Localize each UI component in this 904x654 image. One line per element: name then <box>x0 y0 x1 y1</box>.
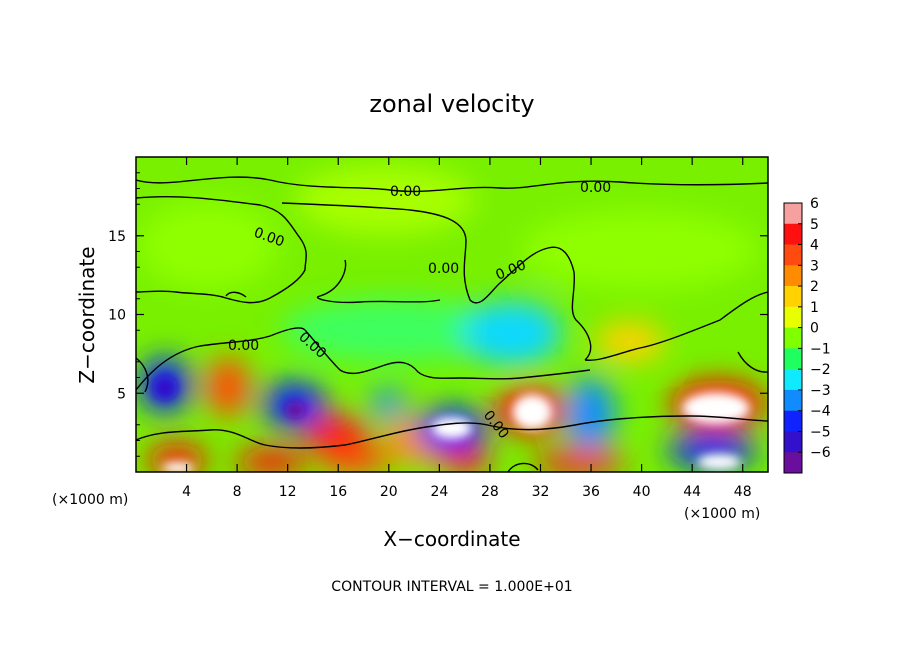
field-blob <box>280 298 510 362</box>
field-blob <box>295 165 475 235</box>
y-axis-ticks: 5 10 15 <box>108 172 768 457</box>
x-tick-label: 28 <box>481 484 499 500</box>
colorbar-tick-label: −4 <box>810 404 831 420</box>
y-tick-label: 5 <box>117 386 126 402</box>
colorbar-tick-label: 6 <box>810 196 819 212</box>
colorbar-swatch <box>784 348 802 370</box>
field-core-blob <box>512 394 552 430</box>
field-core-blob <box>153 376 177 400</box>
colorbar-swatch <box>784 327 802 349</box>
contour-line <box>304 329 591 380</box>
x-tick-label: 44 <box>683 484 701 500</box>
x-tick-label: 48 <box>734 484 752 500</box>
contour-line <box>136 357 149 393</box>
colorbar-tick-label: −1 <box>810 341 831 357</box>
field-blob <box>147 444 207 472</box>
field-blob <box>520 210 760 290</box>
colorbar-swatch <box>784 431 802 453</box>
colorbar-tick-label: −2 <box>810 362 831 378</box>
field-blob <box>305 415 369 455</box>
x-tick-label: 32 <box>532 484 550 500</box>
colorbar-swatch <box>784 452 802 474</box>
x-axis-unit-left: (×1000 m) <box>52 492 128 508</box>
contour-line <box>225 291 247 298</box>
contour-line <box>507 462 539 472</box>
contour-line <box>491 415 768 431</box>
contour-label: 0.00 <box>428 261 459 277</box>
x-tick-label: 12 <box>279 484 297 500</box>
colorbar-tick-label: −6 <box>810 445 831 461</box>
contour-label: 0.00 <box>580 180 611 196</box>
contour-line <box>136 422 493 449</box>
colorbar-tick-label: −3 <box>810 383 831 399</box>
y-tick-label: 10 <box>108 308 126 324</box>
field-blobs <box>138 165 766 472</box>
field-core-blob <box>285 402 305 418</box>
colorbar-swatch <box>784 410 802 432</box>
contour-line <box>136 176 768 193</box>
colorbar-tick-label: 4 <box>810 238 819 254</box>
contour-line <box>136 327 306 391</box>
field-blob <box>595 322 665 362</box>
field-blob <box>138 200 278 290</box>
y-axis-label: Z−coordinate <box>75 246 99 383</box>
colorbar-swatch <box>784 203 802 225</box>
field-blob <box>462 301 562 365</box>
contour-line <box>316 259 441 304</box>
x-tick-label: 16 <box>329 484 347 500</box>
field-blob <box>565 377 615 453</box>
chart-title: zonal velocity <box>369 90 534 118</box>
contour-label: 0.00 <box>390 184 421 200</box>
colorbar-swatch <box>784 306 802 328</box>
x-tick-label: 24 <box>430 484 448 500</box>
colorbar-swatch <box>784 389 802 411</box>
colorbar-swatch <box>784 369 802 391</box>
colorbar-tick-label: 2 <box>810 279 819 295</box>
colorbar-swatch <box>784 265 802 287</box>
x-axis-label: X−coordinate <box>383 527 520 551</box>
contour-line <box>584 291 768 361</box>
colorbar-swatch <box>784 286 802 308</box>
contour-line <box>737 351 768 373</box>
y-tick-label: 15 <box>108 229 126 245</box>
x-tick-label: 4 <box>182 484 191 500</box>
contour-interval-text: CONTOUR INTERVAL = 1.000E+01 <box>331 579 572 595</box>
field-blob <box>535 449 625 472</box>
contour-line <box>136 196 307 304</box>
x-axis-unit-right: (×1000 m) <box>684 506 760 522</box>
x-tick-label: 40 <box>633 484 651 500</box>
contour-lines <box>136 176 768 472</box>
contour-line <box>281 202 592 361</box>
colorbar-swatch <box>784 223 802 245</box>
colorbar-tick-label: 5 <box>810 217 819 233</box>
x-axis-ticks: 4 8 12 16 20 24 28 32 36 40 44 48 <box>182 157 752 500</box>
colorbar-frame <box>783 202 803 474</box>
colorbar-tick-label: 1 <box>810 300 819 316</box>
field-blob <box>370 390 406 418</box>
heatmap-field <box>136 157 768 472</box>
x-tick-label: 8 <box>233 484 242 500</box>
field-blob <box>437 449 493 472</box>
field-blob <box>236 448 308 472</box>
x-tick-label: 36 <box>582 484 600 500</box>
colorbar-tick-label: 0 <box>810 321 819 337</box>
contour-label: 0.00 <box>228 338 259 354</box>
colorbar: 6 5 4 3 2 1 0 −1 −2 −3 −4 −5 −6 <box>783 196 831 474</box>
colorbar-swatch <box>784 244 802 266</box>
field-blob <box>319 445 391 472</box>
field-blob <box>206 357 250 417</box>
field-core-blob <box>432 417 472 439</box>
x-tick-label: 20 <box>380 484 398 500</box>
colorbar-tick-label: 3 <box>810 258 819 274</box>
colorbar-tick-label: −5 <box>810 424 831 440</box>
field-core-blob <box>697 454 741 470</box>
